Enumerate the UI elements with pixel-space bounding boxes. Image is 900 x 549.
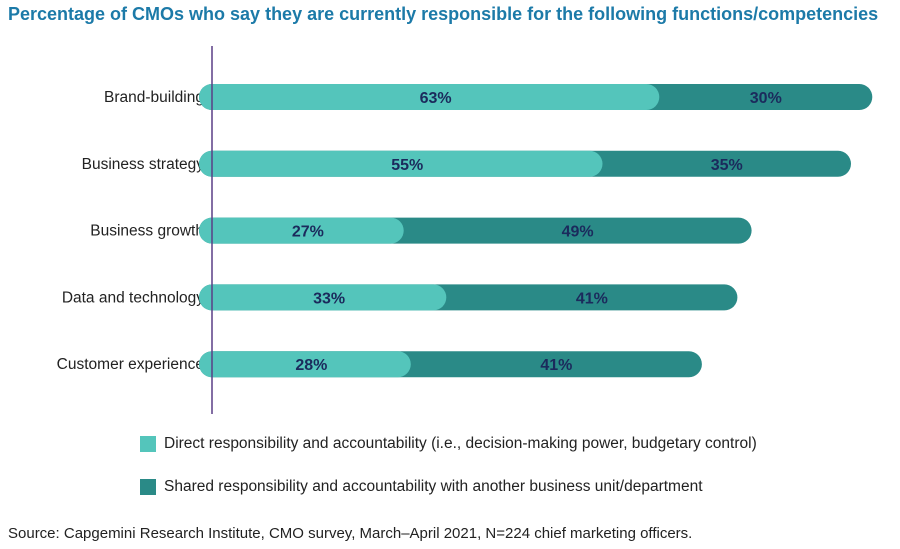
category-label: Customer experience	[57, 356, 204, 373]
bar-direct	[199, 284, 447, 311]
data-label-direct: 63%	[420, 90, 452, 107]
legend-swatch-direct	[140, 436, 156, 452]
chart-title: Percentage of CMOs who say they are curr…	[8, 4, 879, 24]
data-label-shared: 49%	[562, 224, 594, 241]
legend-label-shared: Shared responsibility and accountability…	[164, 478, 703, 495]
legend-item-direct: Direct responsibility and accountability…	[140, 434, 757, 454]
bar-direct	[199, 217, 404, 244]
stacked-bar-chart: Brand-building 63% 30% Business strategy 55%…	[57, 46, 873, 414]
data-label-direct: 28%	[295, 357, 327, 374]
data-label-direct: 55%	[391, 157, 423, 174]
data-label-shared: 41%	[540, 357, 572, 374]
bar-direct	[199, 351, 411, 378]
category-label: Business strategy	[82, 156, 205, 173]
category-label: Brand-building	[104, 89, 204, 106]
data-label-shared: 30%	[750, 90, 782, 107]
data-label-direct: 27%	[292, 224, 324, 241]
category-label: Data and technology	[62, 289, 204, 306]
bar-direct	[199, 150, 603, 177]
legend-swatch-shared	[140, 479, 156, 495]
legend-item-shared: Shared responsibility and accountability…	[140, 477, 703, 497]
category-label: Business growth	[90, 223, 204, 240]
data-label-shared: 35%	[711, 157, 743, 174]
bar-direct	[199, 84, 660, 110]
data-label-direct: 33%	[313, 290, 345, 307]
source-note: Source: Capgemini Research Institute, CM…	[8, 525, 693, 542]
legend-label-direct: Direct responsibility and accountability…	[164, 435, 757, 452]
data-label-shared: 41%	[576, 290, 608, 307]
